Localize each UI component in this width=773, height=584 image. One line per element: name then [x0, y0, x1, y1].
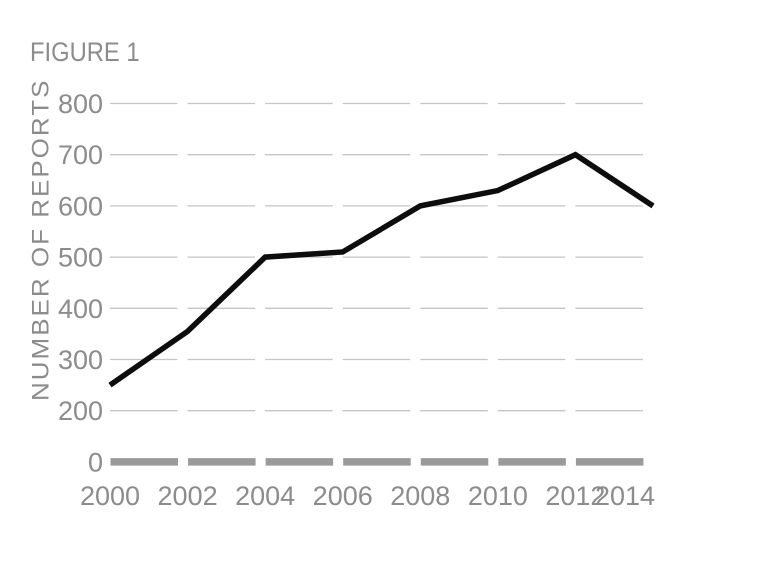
- y-tick-label: 200: [58, 396, 103, 426]
- x-tick-label: 2004: [235, 481, 295, 511]
- y-tick-label: 800: [58, 89, 103, 119]
- y-tick-label: 300: [58, 345, 103, 375]
- x-tick-label: 2012: [545, 481, 605, 511]
- x-tick-label: 2006: [313, 481, 373, 511]
- x-tick-label: 2002: [158, 481, 218, 511]
- x-tick-label: 2000: [80, 481, 140, 511]
- data-series-line: [108, 151, 655, 388]
- y-tick-label: 500: [58, 243, 103, 273]
- y-tick-label: 0: [88, 447, 103, 477]
- y-tick-label: 700: [58, 140, 103, 170]
- x-tick-label: 2014: [595, 481, 655, 511]
- x-tick-label: 2010: [468, 481, 528, 511]
- y-tick-label: 400: [58, 294, 103, 324]
- y-tick-label: 600: [58, 191, 103, 221]
- x-tick-label: 2008: [390, 481, 450, 511]
- figure-title: FIGURE 1: [30, 37, 140, 67]
